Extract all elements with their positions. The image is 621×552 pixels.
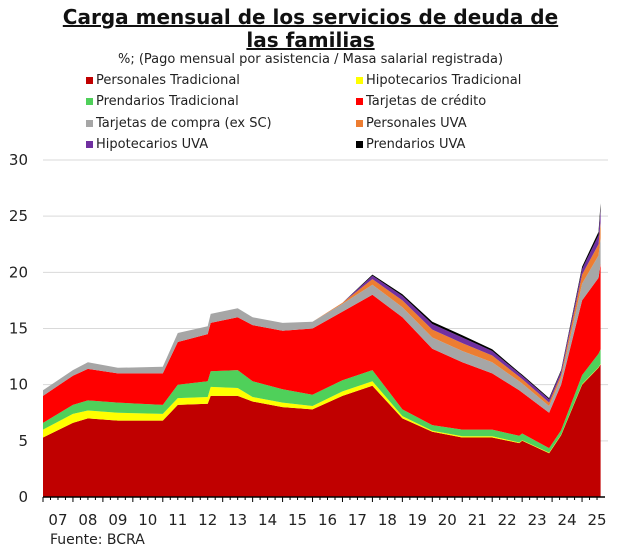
y-tick-label: 30: [9, 151, 28, 169]
legend-item: Tarjetas de crédito: [356, 93, 486, 111]
x-tick-label: 08: [78, 511, 97, 529]
y-tick-label: 5: [18, 432, 28, 450]
chart-title-line-1: Carga mensual de los servicios de deuda …: [62, 5, 559, 29]
x-tick-label: 18: [378, 511, 397, 529]
x-tick-label: 19: [408, 511, 427, 529]
legend-label: Prendarios Tradicional: [96, 94, 239, 109]
y-tick-label: 15: [9, 320, 28, 338]
legend-swatch: [86, 141, 93, 148]
legend-label: Tarjetas de compra (ex SC): [96, 115, 272, 131]
x-tick-label: 17: [348, 511, 367, 529]
y-tick-label: 0: [18, 488, 28, 506]
legend-swatch: [356, 98, 363, 105]
x-tick-label: 23: [528, 511, 547, 529]
legend-swatch: [356, 141, 363, 148]
x-tick-label: 14: [258, 511, 277, 529]
legend-item: Personales UVA: [356, 114, 467, 132]
chart-title-line-2: las familias: [246, 28, 375, 52]
legend-item: Prendarios UVA: [356, 136, 465, 154]
legend-label: Prendarios UVA: [366, 137, 466, 152]
source-note: Fuente: BCRA: [50, 532, 145, 548]
y-tick-label: 10: [9, 376, 28, 394]
x-tick-label: 13: [228, 511, 247, 529]
area-personales-tradicional: [43, 364, 601, 497]
x-tick-label: 24: [558, 511, 577, 529]
legend-label: Tarjetas de crédito: [366, 94, 487, 109]
legend-label: Personales Tradicional: [96, 72, 240, 88]
legend-item: Hipotecarios UVA: [86, 136, 208, 154]
x-tick-label: 10: [138, 511, 157, 529]
area-tarjetas-de-cr-dito: [43, 263, 601, 449]
x-tick-label: 25: [587, 511, 606, 529]
x-tick-label: 22: [498, 511, 517, 529]
x-tick-label: 16: [318, 511, 337, 529]
legend-item: Tarjetas de compra (ex SC): [86, 114, 272, 132]
legend-label: Hipotecarios Tradicional: [366, 72, 522, 88]
legend-swatch: [86, 76, 93, 84]
y-tick-label: 25: [9, 207, 28, 225]
chart-subtitle: %; (Pago mensual por asistencia / Masa s…: [117, 52, 504, 67]
legend-label: Hipotecarios UVA: [96, 137, 209, 152]
legend-swatch: [356, 76, 363, 84]
x-tick-label: 09: [108, 511, 127, 529]
legend-item: Personales Tradicional: [86, 71, 240, 89]
area-prendarios-tradicional: [43, 349, 601, 453]
legend-swatch: [356, 119, 363, 127]
legend-label: Personales UVA: [366, 115, 467, 131]
x-tick-label: 20: [438, 511, 457, 529]
x-tick-label: 21: [468, 511, 487, 529]
y-tick-label: 20: [9, 263, 28, 281]
x-tick-label: 07: [48, 511, 67, 529]
x-tick-label: 15: [288, 511, 307, 529]
legend-swatch: [86, 98, 93, 105]
x-tick-label: 11: [168, 511, 187, 529]
legend-swatch: [86, 119, 93, 127]
legend-item: Prendarios Tradicional: [86, 93, 239, 111]
legend-item: Hipotecarios Tradicional: [356, 71, 521, 89]
x-tick-label: 12: [198, 511, 217, 529]
